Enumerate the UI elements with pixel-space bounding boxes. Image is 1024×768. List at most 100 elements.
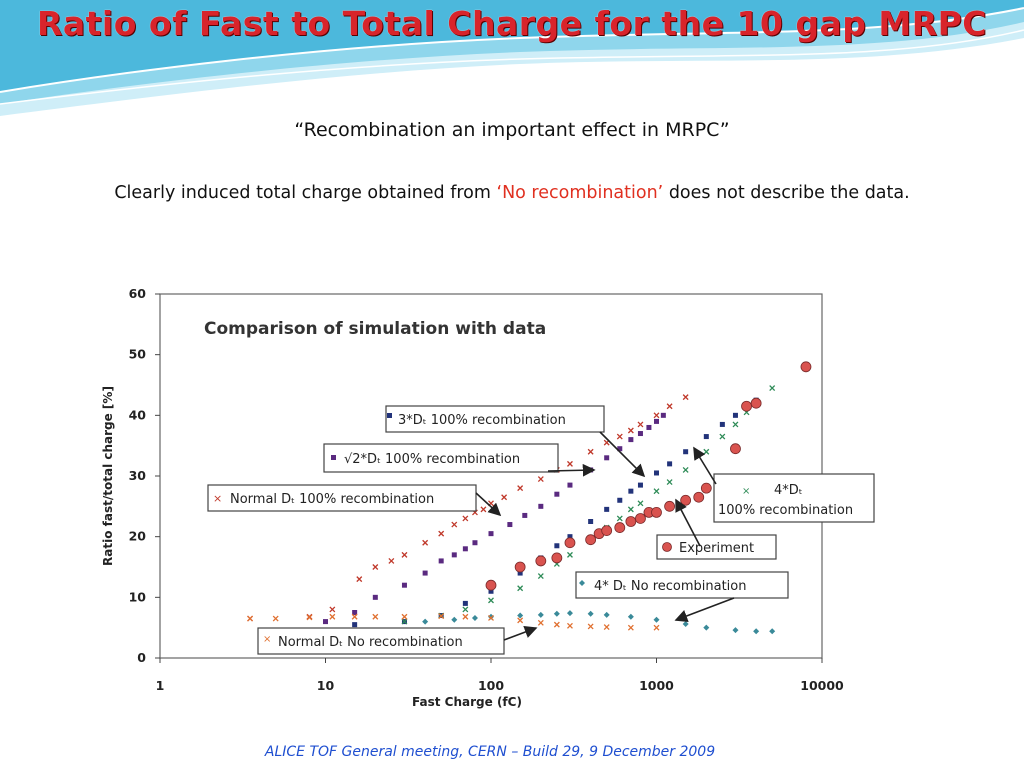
data-point [614, 522, 626, 533]
data-point [451, 521, 458, 528]
data-point [666, 479, 673, 486]
data-point [637, 421, 644, 428]
data-point [422, 539, 429, 546]
series-1 [323, 412, 666, 625]
data-point [352, 610, 358, 615]
data-point [585, 534, 597, 546]
data-point [329, 613, 336, 620]
data-point [667, 461, 673, 467]
data-point [587, 610, 594, 617]
data-point [462, 600, 468, 606]
data-point [625, 516, 637, 527]
data-point [682, 394, 689, 401]
data-point [617, 497, 623, 503]
data-point [660, 412, 666, 418]
legend-marker-4dt-norec [579, 580, 585, 586]
data-point [567, 482, 573, 488]
data-point [401, 618, 408, 625]
data-point [654, 418, 659, 424]
data-point [323, 619, 328, 625]
legend-label-3dt: 3*Dₜ 100% recombination [398, 413, 566, 428]
chart-title: Comparison of simulation with data [204, 319, 546, 339]
data-point [627, 506, 634, 513]
data-point [603, 611, 610, 618]
data-point [329, 606, 336, 613]
data-point [587, 623, 594, 630]
data-point [356, 576, 363, 583]
data-point [462, 613, 469, 620]
y-tick-label: 10 [129, 589, 147, 604]
data-point [664, 500, 676, 512]
data-point [372, 613, 379, 620]
legend-box-normal-norec [257, 627, 505, 655]
data-point [703, 624, 710, 631]
data-point [617, 446, 623, 452]
data-point [401, 551, 408, 558]
legend-marker-3dt [387, 413, 392, 418]
data-point [517, 570, 523, 576]
data-point [616, 433, 623, 440]
data-point [769, 628, 776, 635]
data-point [666, 403, 673, 410]
legend-label-4dt-line2: 100% recombination [718, 503, 853, 518]
data-point [401, 613, 408, 620]
data-point [682, 621, 689, 628]
legend-label-4dt-norec: 4* Dₜ No recombination [594, 579, 746, 594]
statement-line: Clearly induced total charge obtained fr… [0, 183, 1024, 203]
data-point [351, 613, 358, 620]
data-point [471, 614, 478, 621]
data-point [537, 619, 544, 626]
data-point [566, 610, 573, 617]
data-point [741, 400, 752, 412]
data-point [488, 531, 494, 537]
data-point [451, 616, 458, 623]
arrow-normal [475, 492, 502, 517]
statement-text-start: Clearly induced total charge obtained fr… [114, 183, 497, 203]
data-point [462, 546, 468, 552]
data-point [488, 613, 494, 620]
data-point [637, 500, 644, 507]
data-point [553, 621, 560, 628]
data-point [637, 482, 643, 488]
legend-box-4dt-norec [575, 571, 789, 599]
data-point [422, 618, 429, 625]
data-point [604, 455, 610, 461]
data-point [653, 616, 660, 623]
data-point [753, 628, 760, 635]
data-point [352, 622, 358, 628]
data-point [462, 606, 469, 613]
data-point [488, 615, 494, 621]
data-point [637, 431, 643, 437]
data-point [306, 614, 313, 621]
data-point [554, 543, 560, 549]
data-point [537, 573, 544, 580]
data-point [488, 597, 494, 604]
data-point [272, 615, 279, 622]
data-point [732, 412, 738, 418]
data-point [628, 437, 634, 443]
series-6 [247, 613, 660, 631]
x-axis-title: Fast Charge (fC) [412, 695, 522, 709]
data-point [537, 611, 544, 618]
legend-marker-sqrt2dt [331, 455, 336, 460]
data-point [422, 570, 428, 576]
data-point [703, 434, 709, 440]
x-tick-label: 100 [478, 678, 504, 693]
legend-label-normal: Normal Dₜ 100% recombination [230, 492, 434, 507]
data-point [769, 385, 776, 391]
data-point [732, 421, 739, 428]
data-point [703, 448, 710, 455]
data-point [616, 515, 623, 522]
data-point [587, 448, 594, 455]
legend-label-experiment: Experiment [679, 541, 754, 556]
x-tick-label: 1000 [639, 678, 674, 693]
data-point [517, 485, 524, 492]
legend-box-experiment [656, 534, 777, 560]
series-5 [422, 610, 776, 635]
title-wave-decoration [0, 0, 1024, 116]
data-point [800, 361, 812, 373]
data-point [553, 610, 560, 617]
data-point [588, 519, 594, 524]
y-tick-label: 40 [129, 407, 147, 422]
